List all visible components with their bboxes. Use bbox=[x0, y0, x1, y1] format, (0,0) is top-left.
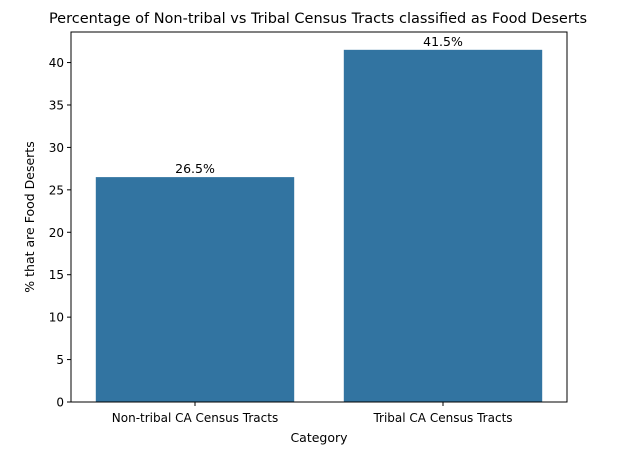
y-tick-label: 25 bbox=[49, 183, 64, 197]
bar-data-label: 41.5% bbox=[423, 34, 463, 49]
x-tick-label: Tribal CA Census Tracts bbox=[372, 411, 512, 425]
x-axis-label: Category bbox=[290, 430, 348, 445]
chart-title: Percentage of Non-tribal vs Tribal Censu… bbox=[49, 11, 587, 27]
bar bbox=[95, 177, 295, 402]
y-tick-label: 15 bbox=[49, 268, 64, 282]
x-tick-label: Non-tribal CA Census Tracts bbox=[112, 411, 278, 425]
y-tick-label: 40 bbox=[49, 56, 64, 70]
plot-frame bbox=[70, 31, 568, 403]
bar-data-label: 26.5% bbox=[175, 161, 215, 176]
y-tick-label: 35 bbox=[49, 98, 64, 112]
y-tick-label: 20 bbox=[49, 226, 64, 240]
y-tick-label: 30 bbox=[49, 141, 64, 155]
y-tick-label: 5 bbox=[56, 353, 64, 367]
x-axis-ticks: Non-tribal CA Census Tracts Tribal CA Cen… bbox=[112, 402, 513, 425]
y-axis-label: % that are Food Deserts bbox=[22, 141, 37, 292]
bar-data-labels: 26.5% 41.5% bbox=[175, 34, 463, 176]
bars bbox=[95, 49, 543, 402]
y-tick-label: 10 bbox=[49, 311, 64, 325]
bar bbox=[343, 49, 543, 402]
y-axis-ticks: 0 5 10 15 20 25 30 35 40 bbox=[49, 56, 71, 410]
y-tick-label: 0 bbox=[56, 396, 64, 410]
